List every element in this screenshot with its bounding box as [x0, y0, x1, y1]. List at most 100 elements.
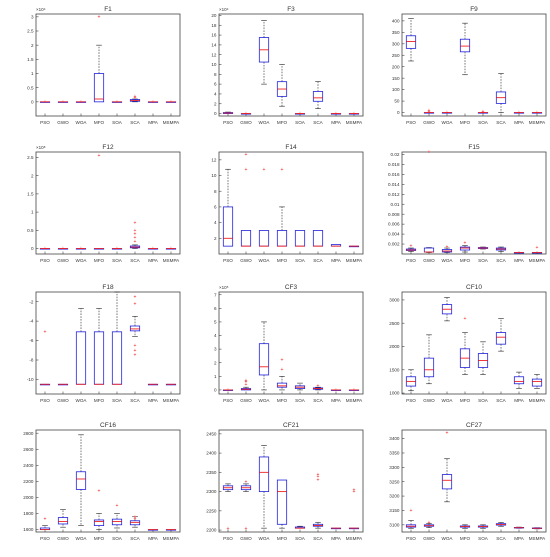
x-tick-label: GWO [57, 258, 69, 263]
box-soa [294, 382, 306, 391]
y-tick-label: 0.018 [388, 162, 400, 167]
panel-cf21: CF21 2200 2250 2300 2350 2400 2450 PSO GWO WOA MFO… [191, 418, 367, 552]
y-tick-label: 2600 [23, 447, 34, 452]
x-tick-label: MFO [460, 258, 471, 263]
y-tick-label: 0.02 [391, 152, 400, 157]
x-tick-label: PSO [223, 536, 233, 541]
x-tick-label: SOA [478, 398, 489, 403]
y-tick-label: -6 [29, 338, 34, 343]
axes-frame [218, 13, 364, 117]
outlier-marker: + [428, 150, 431, 156]
iqr-box [258, 230, 270, 247]
chart-title: CF27 [466, 422, 482, 429]
outlier-marker: + [410, 508, 413, 514]
y-tick-label: 400 [392, 18, 400, 23]
box-msmpa: ++ [348, 487, 360, 530]
outlier-marker: + [245, 526, 248, 532]
box-mpa: + [330, 388, 342, 394]
box-soa [294, 230, 306, 247]
y-tick-label: 2400 [23, 463, 34, 468]
x-tick-label: MSMPA [163, 398, 180, 403]
box-gwo: ++ [240, 480, 252, 532]
x-tick-label: GWO [240, 120, 252, 125]
x-tick-label: SOA [112, 398, 123, 403]
y-tick-label: 2 [214, 360, 217, 365]
iqr-box [531, 378, 543, 387]
box-woa [441, 297, 453, 322]
y-exponent-label: ×10⁴ [219, 7, 229, 12]
box-sca [495, 246, 507, 252]
y-tick-label: 1 [214, 374, 217, 379]
outlier-marker: + [152, 246, 155, 252]
box-sca: +++++ [129, 221, 141, 249]
y-tick-label: 0 [31, 99, 34, 104]
panel-f3: F3 ×10⁴ 0 2 4 6 8 10 12 14 16 18 20 PSO GWO WOA MFO SOA SC… [191, 2, 367, 136]
y-exponent-label: ×10⁵ [219, 285, 229, 290]
y-tick-label: 18 [211, 23, 217, 28]
chart-title: F12 [102, 144, 114, 151]
x-tick-label: WOA [76, 258, 88, 263]
x-tick-label: SCA [313, 258, 323, 263]
x-tick-label: MSMPA [346, 258, 363, 263]
box-mfo: + [459, 241, 471, 253]
y-tick-label: 2400 [206, 451, 217, 456]
x-tick-label: SOA [112, 258, 123, 263]
box-gwo: + [57, 99, 69, 105]
x-tick-label: MSMPA [163, 258, 180, 263]
box-sca: ++ [129, 94, 141, 103]
outlier-marker: + [410, 244, 413, 250]
iqr-box [441, 474, 453, 490]
box-mpa: + [330, 111, 342, 117]
iqr-box [57, 517, 69, 525]
box-msmpa: + [531, 110, 543, 116]
box-mpa [513, 371, 525, 389]
iqr-box [423, 357, 435, 378]
y-tick-label: 12 [211, 157, 217, 162]
x-tick-label: SCA [313, 536, 323, 541]
box-mpa [330, 527, 342, 530]
x-tick-label: MFO [94, 258, 105, 263]
y-tick-label: 1 [31, 210, 34, 215]
box-mfo: ++ [276, 358, 288, 391]
box-mpa [513, 526, 525, 529]
x-tick-label: PSO [40, 398, 50, 403]
outlier-marker: + [134, 343, 137, 349]
x-tick-label: MSMPA [529, 536, 546, 541]
outlier-marker: + [62, 246, 65, 252]
box-soa: + [294, 111, 306, 117]
outlier-marker: + [446, 245, 449, 251]
x-tick-label: MPA [514, 536, 525, 541]
box-msmpa: + [165, 246, 177, 252]
x-tick-label: GWO [423, 398, 435, 403]
y-tick-label: 0 [31, 246, 34, 251]
outlier-marker: + [62, 99, 65, 105]
box-gwo: + [57, 246, 69, 252]
iqr-box [495, 332, 507, 345]
y-tick-label: 2500 [389, 321, 400, 326]
y-tick-label: 3000 [389, 298, 400, 303]
iqr-box [459, 246, 471, 251]
outlier-marker: + [317, 472, 320, 478]
boxplot-chart-f12: F12 ×10⁸ 0 0.5 1 1.5 2 2.5 PSO GWO WOA MFO SOA SCA MPA… [27, 144, 181, 263]
y-tick-label: 10 [211, 173, 217, 178]
box-mfo: + [93, 489, 105, 530]
box-mpa: + [147, 99, 159, 105]
y-tick-label: 150 [392, 76, 400, 81]
box-mpa: + [147, 246, 159, 252]
iqr-box [75, 331, 87, 385]
x-tick-label: MPA [331, 258, 342, 263]
outlier-marker: + [134, 301, 137, 307]
iqr-box [276, 382, 288, 388]
outlier-marker: + [464, 241, 467, 247]
y-tick-label: 1800 [23, 511, 34, 516]
box-soa: ++ [477, 109, 489, 116]
x-tick-label: PSO [223, 398, 233, 403]
box-soa [477, 246, 489, 250]
box-woa: + [441, 245, 453, 253]
chart-title: CF21 [283, 422, 299, 429]
y-tick-label: 12 [211, 52, 217, 57]
boxplot-chart-cf21: CF21 2200 2250 2300 2350 2400 2450 PSO GWO WOA MFO… [206, 422, 364, 541]
box-soa: + [111, 99, 123, 105]
x-tick-label: PSO [406, 398, 416, 403]
